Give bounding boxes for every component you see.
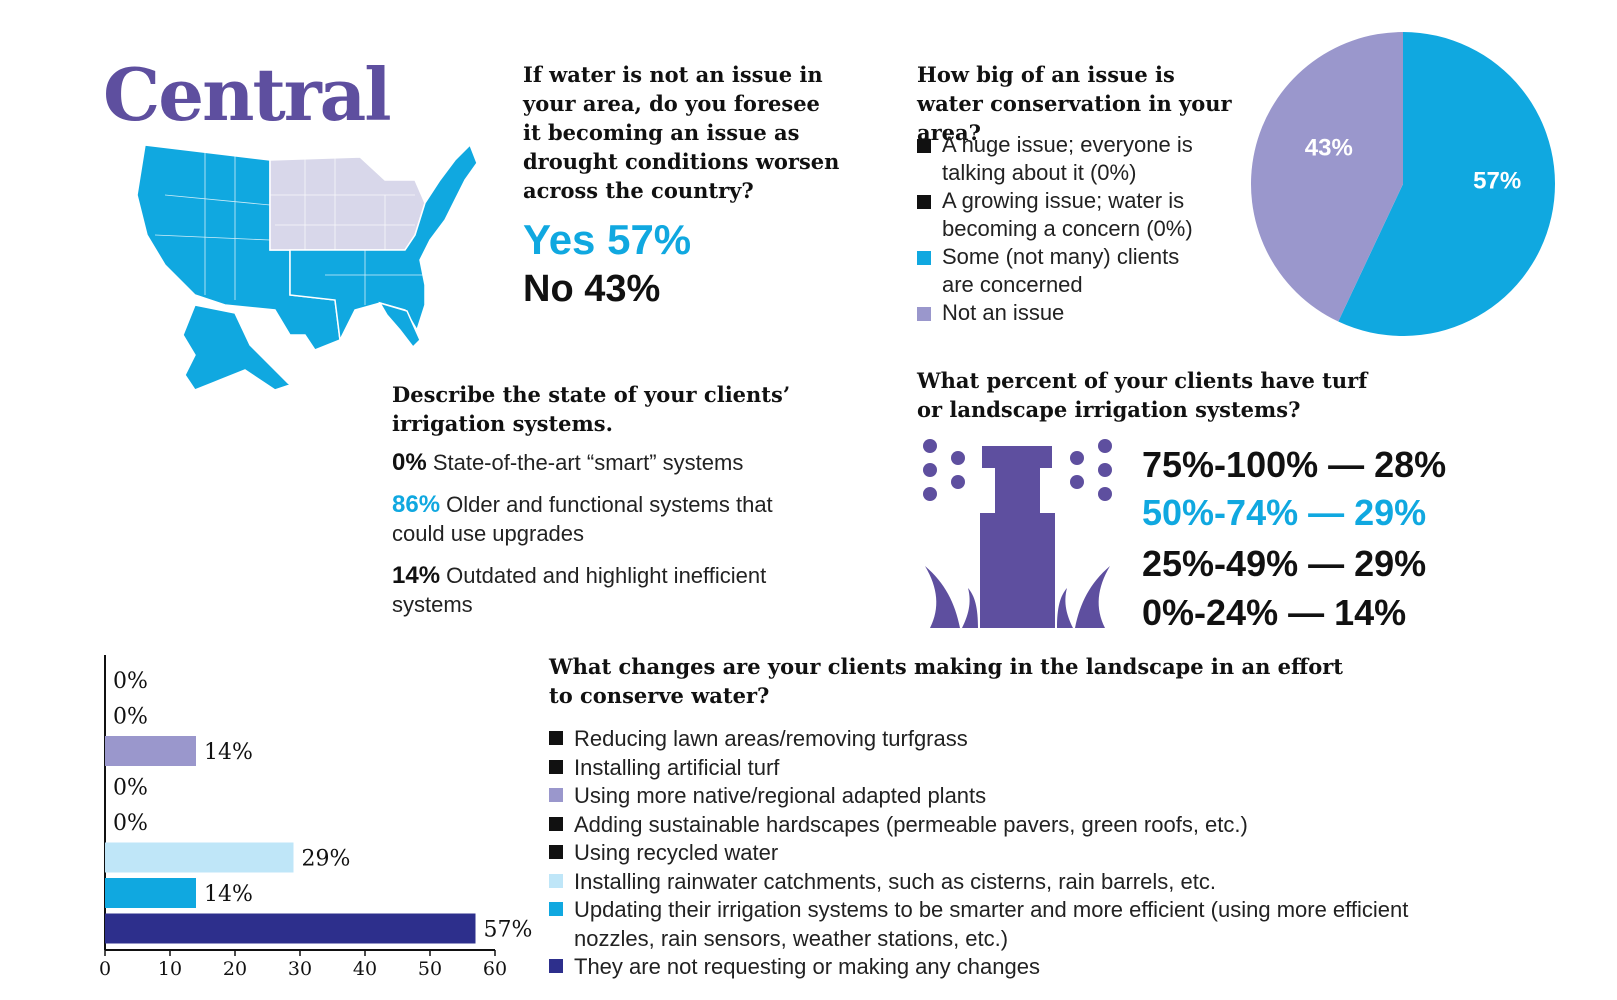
drought-no: No 43% bbox=[523, 268, 661, 310]
legend-swatch bbox=[549, 873, 563, 888]
legend-item: Reducing lawn areas/removing turfgrass bbox=[549, 725, 1409, 754]
drought-yes: Yes 57% bbox=[523, 216, 692, 263]
legend-item: Using recycled water bbox=[549, 839, 1409, 868]
bar-value-label: 0% bbox=[113, 811, 148, 836]
bar-value-label: 29% bbox=[302, 847, 351, 872]
map-central bbox=[269, 156, 426, 251]
legend-item: A growing issue; water is becoming a con… bbox=[917, 187, 1217, 243]
legend-swatch bbox=[917, 251, 931, 265]
x-tick-label: 20 bbox=[223, 958, 247, 980]
legend-swatch bbox=[917, 307, 931, 321]
pie-slice-label: 57% bbox=[1473, 168, 1521, 195]
region-title: Central bbox=[103, 52, 392, 137]
bar-value-label: 0% bbox=[113, 776, 148, 801]
legend-swatch bbox=[917, 195, 931, 209]
map-florida bbox=[378, 301, 421, 349]
turf-row: 50%-74% — 29% bbox=[1142, 492, 1427, 533]
legend-item: Updating their irrigation systems to be … bbox=[549, 896, 1409, 953]
bar bbox=[105, 842, 294, 873]
turf-row: 0%-24% — 14% bbox=[1142, 592, 1407, 633]
pie-slice bbox=[1251, 32, 1403, 322]
turf-row: 25%-49% — 29% bbox=[1142, 543, 1427, 584]
x-tick-label: 60 bbox=[483, 958, 507, 980]
bar-value-label: 14% bbox=[204, 882, 253, 907]
conservation-pie-chart: 57% 43% bbox=[1251, 32, 1555, 336]
bar-value-label: 0% bbox=[113, 705, 148, 730]
x-tick-label: 30 bbox=[288, 958, 312, 980]
legend-swatch bbox=[549, 788, 563, 802]
changes-bar-chart: 0 10 20 30 40 50 60 0% 0% 14% 0% 0% 29% 14% 57% bbox=[99, 655, 533, 980]
bar bbox=[105, 913, 476, 944]
changes-question: What changes are your clients making in … bbox=[549, 654, 1344, 708]
x-tick-label: 0 bbox=[99, 958, 111, 980]
sprinkler-icon bbox=[923, 439, 1112, 628]
irrigation-state-item: 86% Older and functional systems that co… bbox=[392, 491, 773, 546]
legend-item: A huge issue; everyone is talking about … bbox=[917, 131, 1217, 187]
legend-item: Adding sustainable hardscapes (permeable… bbox=[549, 811, 1409, 840]
bar-value-label: 0% bbox=[113, 669, 148, 694]
conservation-question: How big of an issue is water conservatio… bbox=[917, 62, 1232, 145]
bar bbox=[105, 736, 196, 766]
bar-value-label: 14% bbox=[204, 740, 253, 765]
legend-item: Installing artificial turf bbox=[549, 754, 1409, 783]
drought-question: If water is not an issue in your area, d… bbox=[523, 62, 840, 203]
x-tick-label: 10 bbox=[158, 958, 182, 980]
legend-swatch bbox=[917, 139, 931, 153]
legend-swatch bbox=[549, 731, 563, 745]
legend-item: Not an issue bbox=[917, 299, 1217, 327]
irrigation-state-question: Describe the state of your clients’ irri… bbox=[392, 382, 791, 436]
legend-swatch bbox=[549, 959, 563, 973]
x-tick-label: 50 bbox=[418, 958, 442, 980]
legend-item: Some (not many) clients are concerned bbox=[917, 243, 1217, 299]
turf-question: What percent of your clients have turf o… bbox=[917, 368, 1368, 422]
map-east-south bbox=[289, 143, 478, 343]
map-alaska bbox=[182, 304, 292, 391]
legend-item: Installing rainwater catchments, such as… bbox=[549, 868, 1409, 897]
bar bbox=[105, 878, 196, 908]
turf-row: 75%-100% — 28% bbox=[1142, 444, 1447, 485]
legend-swatch bbox=[549, 759, 563, 774]
x-tick-label: 40 bbox=[353, 958, 377, 980]
changes-legend: Reducing lawn areas/removing turfgrass I… bbox=[549, 725, 1409, 982]
us-map bbox=[136, 143, 478, 391]
irrigation-state-item: 14% Outdated and highlight inefficient s… bbox=[392, 562, 767, 617]
legend-swatch bbox=[549, 845, 563, 859]
legend-swatch bbox=[549, 902, 563, 916]
pie-slice bbox=[1338, 32, 1555, 336]
conservation-legend: A huge issue; everyone is talking about … bbox=[917, 131, 1217, 327]
irrigation-state-item: 0% State-of-the-art “smart” systems bbox=[392, 449, 744, 476]
pie-slice-label: 43% bbox=[1305, 134, 1353, 161]
bar-value-label: 57% bbox=[484, 918, 533, 943]
legend-item: Using more native/regional adapted plant… bbox=[549, 782, 1409, 811]
legend-item: They are not requesting or making any ch… bbox=[549, 953, 1409, 982]
legend-swatch bbox=[549, 816, 563, 831]
